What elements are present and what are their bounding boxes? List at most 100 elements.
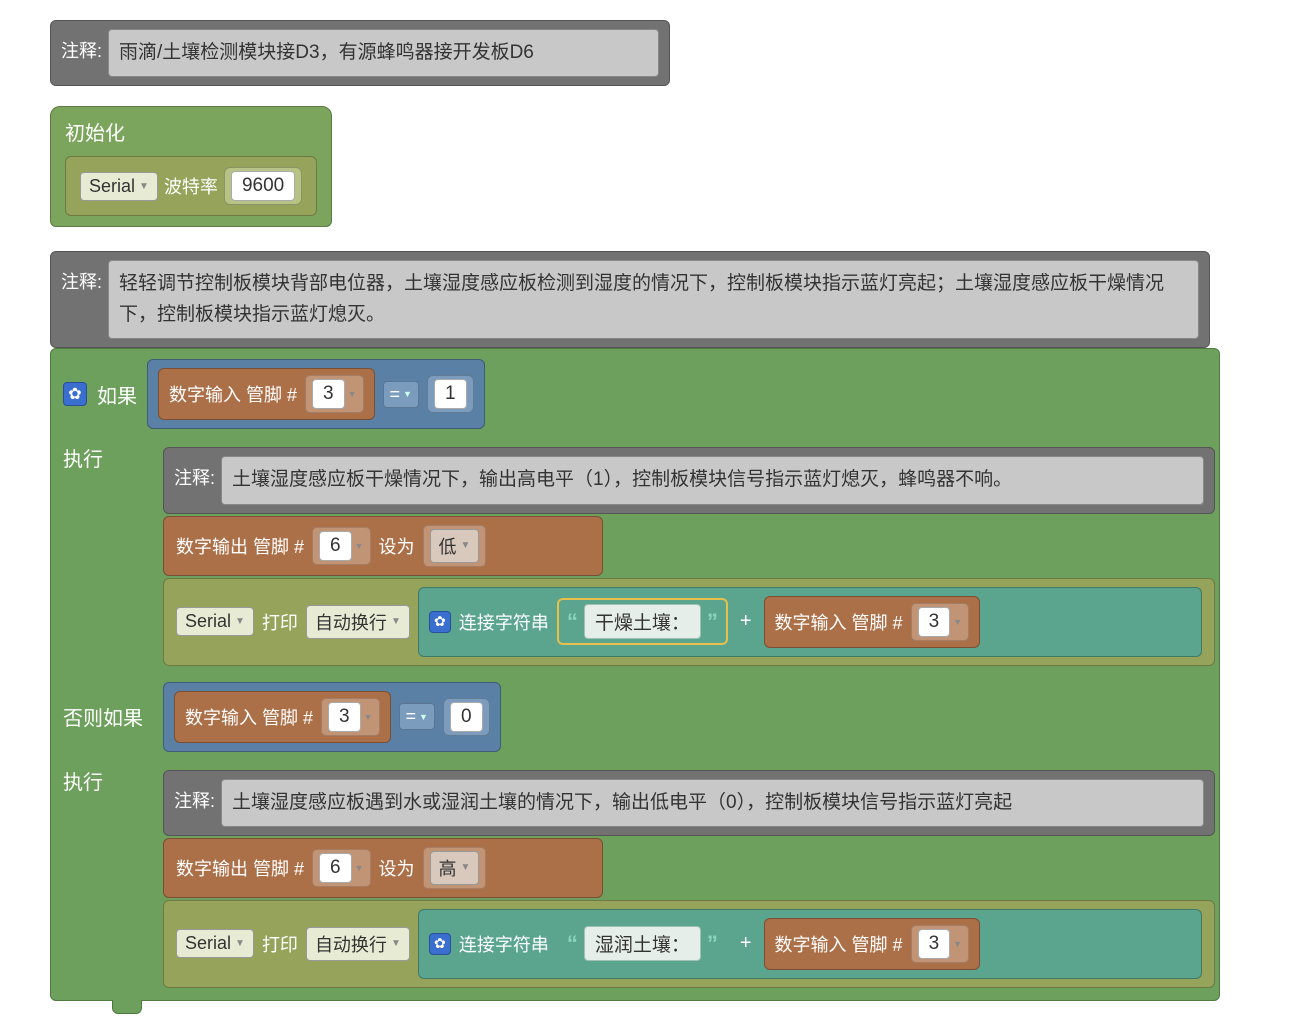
do-slot-1: 注释: 土壤湿度感应板干燥情况下，输出高电平（1），控制板模块信号指示蓝灯熄灭，… [163, 447, 1215, 671]
print-mode-dropdown-2[interactable]: 自动换行 ▼ [306, 927, 410, 961]
join-string-block-1[interactable]: ✿ 连接字符串 “ 干燥土壤： ” + 数字输入 管脚 # 3 ▼ [418, 587, 1202, 657]
do-label-1: 执行 [63, 443, 105, 472]
dropdown-arrow-icon: ▼ [461, 862, 471, 873]
dropdown-arrow-icon: ▼ [139, 181, 149, 192]
print-port-1: Serial [185, 611, 231, 632]
operator-dropdown-2[interactable]: = ▼ [399, 703, 435, 730]
print-port-dropdown-1[interactable]: Serial ▼ [176, 607, 254, 636]
baud-label: 波特率 [164, 173, 218, 199]
print-port-2: Serial [185, 933, 231, 954]
set-to-label: 设为 [379, 533, 415, 559]
baud-value[interactable]: 9600 [231, 171, 295, 201]
dropdown-arrow-icon: ▼ [419, 712, 428, 722]
pin-dropdown-2[interactable]: 3 ▼ [911, 603, 970, 641]
serial-port-value: Serial [89, 176, 135, 197]
comment-block-4[interactable]: 注释: 土壤湿度感应板遇到水或湿润土壤的情况下，输出低电平（0），控制板模块信号… [163, 770, 1215, 836]
string-literal-2[interactable]: “ 湿润土壤： ” [557, 920, 728, 967]
equals-block-1[interactable]: 数字输入 管脚 # 3 ▼ = ▼ 1 [147, 359, 485, 429]
level-value-1: 低 [439, 533, 457, 559]
write-pin-dropdown-1[interactable]: 6 ▼ [312, 527, 371, 565]
comment-block-2[interactable]: 注释: 轻轻调节控制板模块背部电位器，土壤湿度感应板检测到湿度的情况下，控制板模… [50, 251, 1210, 348]
digital-read-label: 数字输入 管脚 # [775, 931, 903, 957]
comment-text-4[interactable]: 土壤湿度感应板遇到水或湿润土壤的情况下，输出低电平（0），控制板模块信号指示蓝灯… [221, 779, 1204, 827]
if-label: 如果 [97, 380, 137, 409]
compare-value-1[interactable]: 1 [434, 379, 467, 409]
digital-write-label: 数字输出 管脚 # [176, 533, 304, 559]
gear-icon[interactable]: ✿ [429, 611, 451, 633]
pin-value-4: 3 [918, 929, 951, 959]
serial-print-block-2[interactable]: Serial ▼ 打印 自动换行 ▼ ✿ 连接字符串 “ 湿润土壤： ” + 数… [163, 900, 1215, 988]
print-port-dropdown-2[interactable]: Serial ▼ [176, 929, 254, 958]
gear-icon[interactable]: ✿ [63, 382, 87, 406]
close-quote-icon: ” [707, 931, 718, 957]
comment-label: 注释: [61, 260, 108, 294]
serial-print-block-1[interactable]: Serial ▼ 打印 自动换行 ▼ ✿ 连接字符串 “ 干燥土壤： ” + 数… [163, 578, 1215, 666]
string-value-1[interactable]: 干燥土壤： [584, 604, 701, 639]
set-to-label: 设为 [379, 855, 415, 881]
serial-begin-block[interactable]: Serial ▼ 波特率 9600 [65, 156, 317, 216]
init-hat-block[interactable]: 初始化 Serial ▼ 波特率 9600 [50, 106, 332, 227]
digital-read-block-1[interactable]: 数字输入 管脚 # 3 ▼ [158, 368, 375, 420]
dropdown-arrow-icon: ▼ [403, 389, 412, 399]
comment-text-2[interactable]: 轻轻调节控制板模块背部电位器，土壤湿度感应板检测到湿度的情况下，控制板模块指示蓝… [108, 260, 1199, 339]
elseif-label: 否则如果 [63, 702, 153, 731]
print-label: 打印 [262, 609, 298, 635]
pin-dropdown-3[interactable]: 3 ▼ [321, 698, 380, 736]
dropdown-arrow-icon: ▼ [461, 540, 471, 551]
digital-read-label: 数字输入 管脚 # [775, 609, 903, 635]
serial-port-dropdown[interactable]: Serial ▼ [80, 172, 158, 201]
level-dropdown-1[interactable]: 低 ▼ [423, 525, 487, 567]
init-label: 初始化 [65, 117, 317, 156]
write-pin-dropdown-2[interactable]: 6 ▼ [312, 849, 371, 887]
print-mode-2: 自动换行 [315, 931, 387, 957]
dropdown-arrow-icon: ▼ [355, 863, 364, 873]
join-string-block-2[interactable]: ✿ 连接字符串 “ 湿润土壤： ” + 数字输入 管脚 # 3 ▼ [418, 909, 1202, 979]
join-label: 连接字符串 [459, 609, 549, 635]
equals-block-2[interactable]: 数字输入 管脚 # 3 ▼ = ▼ 0 [163, 682, 501, 752]
comment-block-1[interactable]: 注释: 雨滴/土壤检测模块接D3，有源蜂鸣器接开发板D6 [50, 20, 670, 86]
digital-write-label: 数字输出 管脚 # [176, 855, 304, 881]
close-quote-icon: ” [707, 609, 718, 635]
op-value-1: = [390, 384, 401, 405]
comment-block-3[interactable]: 注释: 土壤湿度感应板干燥情况下，输出高电平（1），控制板模块信号指示蓝灯熄灭，… [163, 447, 1215, 513]
open-quote-icon: “ [567, 609, 578, 635]
digital-write-block-2[interactable]: 数字输出 管脚 # 6 ▼ 设为 高 ▼ [163, 838, 603, 898]
pin-value-3: 3 [328, 702, 361, 732]
pin-dropdown-4[interactable]: 3 ▼ [911, 925, 970, 963]
op-value-2: = [406, 706, 417, 727]
baud-socket: 9600 [224, 167, 302, 205]
pin-value-2: 3 [918, 607, 951, 637]
level-dropdown-2[interactable]: 高 ▼ [423, 847, 487, 889]
write-pin-1: 6 [319, 531, 352, 561]
digital-read-block-3[interactable]: 数字输入 管脚 # 3 ▼ [174, 691, 391, 743]
comment-text-1[interactable]: 雨滴/土壤检测模块接D3，有源蜂鸣器接开发板D6 [108, 29, 659, 77]
digital-read-block-4[interactable]: 数字输入 管脚 # 3 ▼ [764, 918, 981, 970]
print-mode-1: 自动换行 [315, 609, 387, 635]
comment-label: 注释: [174, 779, 221, 813]
dropdown-arrow-icon: ▼ [235, 938, 245, 949]
do-slot-2: 注释: 土壤湿度感应板遇到水或湿润土壤的情况下，输出低电平（0），控制板模块信号… [163, 770, 1215, 1000]
dropdown-arrow-icon: ▼ [391, 938, 401, 949]
dropdown-arrow-icon: ▼ [348, 389, 357, 399]
compare-value-2[interactable]: 0 [450, 702, 483, 732]
dropdown-arrow-icon: ▼ [235, 616, 245, 627]
dropdown-arrow-icon: ▼ [953, 939, 962, 949]
operator-dropdown-1[interactable]: = ▼ [383, 381, 419, 408]
comment-text-3[interactable]: 土壤湿度感应板干燥情况下，输出高电平（1），控制板模块信号指示蓝灯熄灭，蜂鸣器不… [221, 456, 1204, 504]
pin-value-1: 3 [312, 379, 345, 409]
digital-write-block-1[interactable]: 数字输出 管脚 # 6 ▼ 设为 低 ▼ [163, 516, 603, 576]
string-literal-1[interactable]: “ 干燥土壤： ” [557, 598, 728, 645]
if-row: ✿ 如果 数字输入 管脚 # 3 ▼ = ▼ 1 [51, 349, 1219, 439]
write-pin-2: 6 [319, 853, 352, 883]
open-quote-icon: “ [567, 931, 578, 957]
pin-dropdown-1[interactable]: 3 ▼ [305, 375, 364, 413]
digital-read-block-2[interactable]: 数字输入 管脚 # 3 ▼ [764, 596, 981, 648]
gear-icon[interactable]: ✿ [429, 933, 451, 955]
elseif-row: 否则如果 数字输入 管脚 # 3 ▼ = ▼ 0 [51, 672, 1219, 762]
print-mode-dropdown-1[interactable]: 自动换行 ▼ [306, 605, 410, 639]
print-label: 打印 [262, 931, 298, 957]
concat-plus: + [736, 932, 756, 955]
string-value-2[interactable]: 湿润土壤： [584, 926, 701, 961]
comment-label: 注释: [174, 456, 221, 490]
if-elseif-block[interactable]: ✿ 如果 数字输入 管脚 # 3 ▼ = ▼ 1 执行 注释: [50, 348, 1220, 1001]
